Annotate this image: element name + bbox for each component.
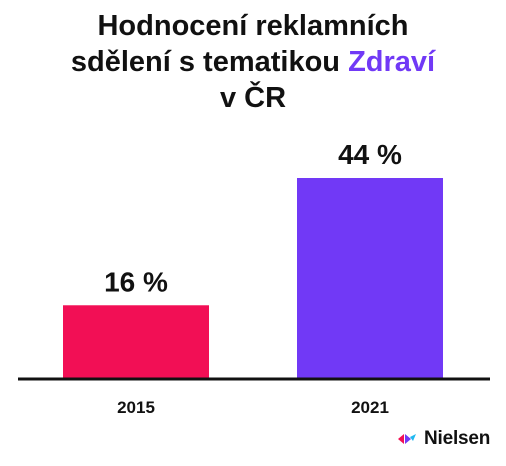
x-tick-label-2021: 2021 bbox=[351, 398, 389, 417]
bar-2015 bbox=[63, 305, 209, 378]
chart-title-line-3: v ČR bbox=[219, 82, 287, 114]
nielsen-logo-text: Nielsen bbox=[424, 428, 491, 449]
nielsen-logo: Nielsen bbox=[396, 428, 490, 450]
chart-title-line-2: sdělení s tematikou Zdraví bbox=[0, 44, 506, 80]
bar-2021 bbox=[297, 178, 443, 378]
x-tick-label-2015: 2015 bbox=[117, 398, 155, 417]
nielsen-logo-icon bbox=[398, 434, 416, 444]
data-label-2021: 44 % bbox=[338, 139, 402, 170]
chart-title-line-2-text: sdělení s tematikou bbox=[70, 46, 349, 78]
data-label-2015: 16 % bbox=[104, 266, 168, 297]
chart-title-line-1: Hodnocení reklamních bbox=[97, 10, 409, 42]
chart-title-highlight: Zdraví bbox=[348, 46, 436, 78]
chart-title: Hodnocení reklamních sdělení s tematikou… bbox=[0, 8, 506, 116]
